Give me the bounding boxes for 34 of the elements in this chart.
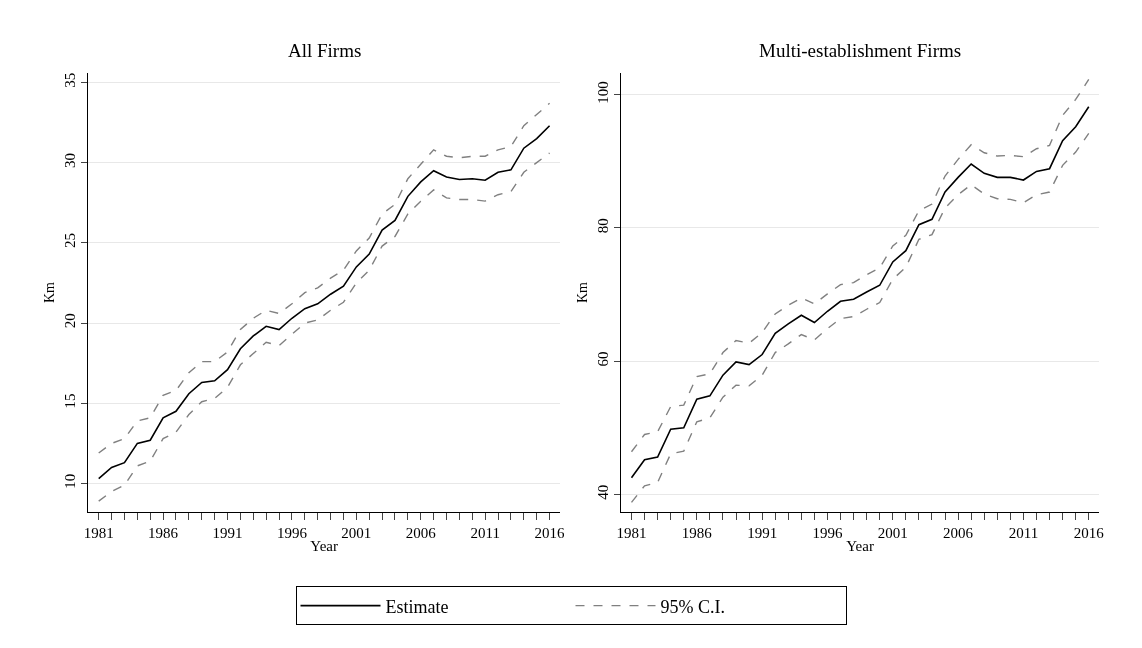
- y-tick-label: 100: [595, 81, 612, 104]
- x-axis-title: Year: [310, 538, 338, 555]
- x-tick-label: 1986: [681, 525, 713, 542]
- y-tick-label: 35: [62, 72, 79, 88]
- legend-label: 95% C.I.: [660, 596, 725, 617]
- x-tick-label: 2006: [405, 525, 437, 542]
- x-tick-label: 2001: [341, 525, 372, 542]
- y-tick-label: 25: [62, 233, 79, 249]
- x-tick-label: 2016: [1073, 525, 1105, 542]
- x-tick-label: 2011: [470, 525, 500, 542]
- y-axis-title: Km: [574, 281, 590, 304]
- legend-label: Estimate: [385, 596, 449, 617]
- chart-title: All Firms: [288, 40, 362, 61]
- y-tick-label: 60: [595, 351, 612, 367]
- x-tick-label: 2011: [1008, 525, 1039, 542]
- y-tick-label: 20: [62, 313, 79, 329]
- x-tick-label: 1996: [812, 525, 843, 542]
- x-tick-label: 1991: [747, 525, 778, 542]
- x-tick-label: 2001: [877, 525, 908, 542]
- chart-title: Multi-establishment Firms: [759, 40, 962, 61]
- y-tick-label: 80: [595, 218, 612, 234]
- y-axis-title: Km: [41, 281, 57, 304]
- x-tick-label: 1991: [212, 525, 243, 542]
- x-tick-label: 1981: [83, 525, 114, 542]
- x-tick-label: 1996: [276, 525, 308, 542]
- x-tick-label: 1986: [148, 525, 179, 542]
- y-tick-label: 15: [62, 393, 79, 409]
- x-axis-title: Year: [846, 538, 874, 555]
- x-tick-label: 2016: [534, 525, 566, 542]
- y-tick-label: 40: [595, 484, 612, 500]
- x-tick-label: 2006: [943, 525, 974, 542]
- y-tick-label: 30: [62, 152, 79, 168]
- x-tick-label: 1981: [616, 525, 647, 542]
- y-tick-label: 10: [62, 473, 79, 489]
